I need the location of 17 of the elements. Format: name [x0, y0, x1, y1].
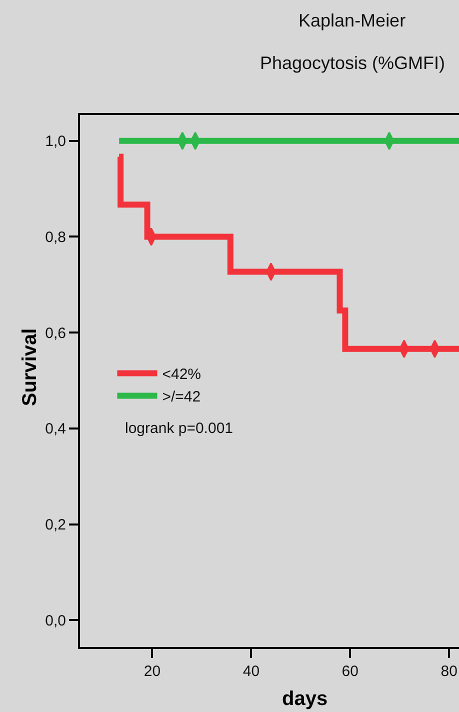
y-tick-label: 0,0 — [45, 612, 66, 630]
y-tick-label: 1,0 — [45, 133, 66, 150]
x-axis-title: days — [282, 688, 328, 710]
legend-label: >/=42 — [162, 388, 201, 406]
y-tick-label: 0,2 — [45, 516, 66, 534]
y-tick-label: 0,8 — [45, 228, 66, 246]
x-tick-label: 40 — [242, 663, 260, 680]
y-tick-label: 0,4 — [45, 420, 66, 438]
annotation: logrank p=0.001 — [125, 420, 234, 437]
x-tick-label: 80 — [440, 663, 458, 680]
chart-title: Kaplan-Meier — [298, 10, 406, 30]
x-tick-label: 20 — [144, 663, 161, 680]
legend-label: <42% — [162, 366, 202, 384]
y-axis-title: Survival — [18, 328, 41, 406]
x-tick-label: 60 — [342, 663, 358, 680]
y-tick-label: 0,6 — [45, 324, 66, 342]
chart-subtitle: Phagocytosis (%GMFI) — [260, 53, 446, 73]
